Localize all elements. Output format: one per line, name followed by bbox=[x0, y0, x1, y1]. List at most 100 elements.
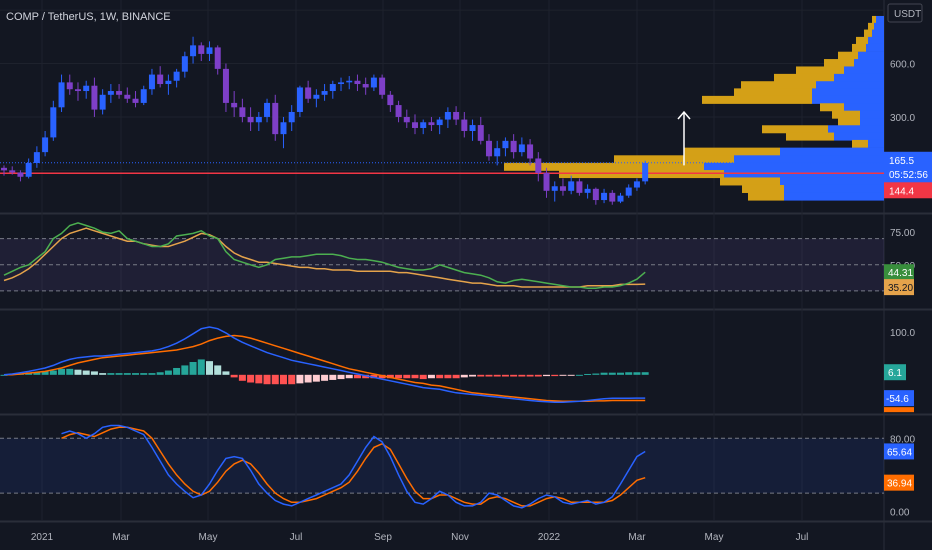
macd-histogram-bar bbox=[66, 368, 74, 375]
candle-body bbox=[338, 82, 345, 85]
volume-profile-blue-bar bbox=[844, 103, 884, 112]
candle-body bbox=[559, 186, 566, 191]
candle-body bbox=[576, 181, 583, 193]
volume-profile-gold-bar bbox=[796, 66, 844, 75]
candle-body bbox=[633, 181, 640, 188]
macd-signal-label-bg bbox=[884, 407, 914, 413]
volume-profile-blue-bar bbox=[876, 15, 884, 24]
candle-body bbox=[601, 192, 608, 201]
volume-profile-gold-bar bbox=[868, 22, 874, 31]
macd-histogram-bar bbox=[197, 359, 205, 375]
candle-body bbox=[198, 45, 205, 54]
candle-body bbox=[609, 192, 616, 202]
candle-body bbox=[264, 102, 271, 117]
macd-histogram-bar bbox=[321, 374, 329, 381]
candle-body bbox=[132, 98, 139, 103]
candle-body bbox=[157, 74, 164, 85]
volume-profile-gold-bar bbox=[838, 118, 860, 127]
volume-profile-blue-bar bbox=[724, 170, 884, 179]
macd-value-label: -54.6 bbox=[886, 394, 909, 405]
macd-histogram-bar bbox=[164, 370, 172, 375]
candle-body bbox=[83, 85, 90, 92]
candle-body bbox=[428, 122, 435, 126]
stoch-k-label: 65.64 bbox=[887, 447, 912, 458]
macd-histogram-bar bbox=[123, 373, 131, 375]
macd-histogram-bar bbox=[592, 373, 600, 375]
candle-body bbox=[124, 94, 131, 99]
macd-histogram-bar bbox=[567, 374, 575, 376]
time-axis-tick-label: Mar bbox=[628, 532, 646, 543]
macd-histogram-bar bbox=[600, 372, 608, 375]
macd-histogram-bar bbox=[132, 373, 140, 375]
volume-profile-blue-bar bbox=[812, 95, 884, 104]
stoch-d-label-bg bbox=[884, 474, 914, 491]
stoch-axis-tick-label: 0.00 bbox=[890, 507, 910, 518]
candle-body bbox=[173, 71, 180, 81]
macd-histogram-bar bbox=[444, 374, 452, 379]
rsi-line bbox=[3, 222, 646, 290]
macd-histogram-bar bbox=[510, 374, 518, 377]
macd-histogram-bar bbox=[608, 372, 616, 375]
macd-histogram-bar bbox=[395, 374, 403, 379]
macd-histogram-bar bbox=[460, 374, 468, 378]
macd-histogram-bar bbox=[386, 374, 394, 379]
macd-histogram-bar bbox=[99, 373, 107, 375]
volume-profile-blue-bar bbox=[780, 177, 884, 186]
candle-body bbox=[617, 195, 624, 202]
macd-histogram-bar bbox=[214, 365, 222, 375]
volume-profile-blue-bar bbox=[828, 125, 884, 134]
volume-profile-blue-bar bbox=[784, 184, 884, 193]
macd-histogram-bar bbox=[477, 374, 485, 377]
macd-hist-label: 6.1 bbox=[888, 368, 902, 379]
candle-body bbox=[99, 94, 106, 110]
chart-title: COMP / TetherUS, 1W, BINANCE bbox=[6, 11, 171, 23]
candle-body bbox=[181, 56, 188, 72]
time-axis-tick-label: May bbox=[705, 532, 724, 543]
projection-arrow-head bbox=[677, 110, 691, 120]
macd-histogram-bar bbox=[469, 374, 477, 377]
macd-histogram-bar bbox=[526, 374, 534, 377]
macd-histogram-bar bbox=[575, 374, 583, 376]
candle-body bbox=[453, 111, 460, 120]
candle-body bbox=[527, 144, 534, 159]
macd-histogram-bar bbox=[115, 373, 123, 375]
macd-histogram-bar bbox=[140, 373, 148, 375]
macd-histogram-bar bbox=[427, 374, 435, 379]
candle-body bbox=[148, 74, 155, 90]
macd-histogram-bar bbox=[58, 368, 66, 375]
time-axis-tick-label: Nov bbox=[451, 532, 469, 543]
candle-body bbox=[518, 144, 525, 153]
volume-profile-gold-bar bbox=[838, 51, 858, 60]
stoch-k-label-bg bbox=[884, 443, 914, 460]
candle-body bbox=[17, 172, 24, 177]
volume-profile-blue-bar bbox=[812, 88, 884, 97]
stoch-band bbox=[0, 438, 884, 494]
time-axis-tick-label: 2021 bbox=[31, 532, 54, 543]
stoch-d-label: 36.94 bbox=[887, 479, 912, 490]
currency-badge[interactable] bbox=[887, 3, 923, 23]
candle-body bbox=[494, 148, 501, 157]
candle-body bbox=[354, 80, 361, 85]
macd-histogram-bar bbox=[312, 374, 320, 382]
level-price-label-bg bbox=[884, 182, 932, 199]
candle-body bbox=[395, 105, 402, 117]
candle-body bbox=[305, 87, 312, 99]
volume-profile-blue-bar bbox=[868, 139, 884, 148]
macd-histogram-bar bbox=[345, 374, 353, 379]
candle-body bbox=[313, 94, 320, 99]
volume-profile-blue-bar bbox=[858, 51, 884, 60]
macd-histogram-bar bbox=[148, 373, 156, 375]
volume-profile-blue-bar bbox=[780, 147, 884, 156]
macd-histogram-bar bbox=[90, 371, 98, 375]
candle-body bbox=[116, 91, 123, 95]
macd-histogram-bar bbox=[452, 374, 460, 379]
volume-profile-blue-bar bbox=[734, 155, 884, 164]
volume-profile-gold-bar bbox=[852, 139, 868, 148]
macd-histogram-bar bbox=[419, 374, 427, 380]
candle-body bbox=[1, 167, 7, 171]
macd-histogram-bar bbox=[485, 374, 493, 377]
rsi-value-label: 44.31 bbox=[888, 268, 913, 279]
macd-histogram-bar bbox=[403, 374, 411, 379]
